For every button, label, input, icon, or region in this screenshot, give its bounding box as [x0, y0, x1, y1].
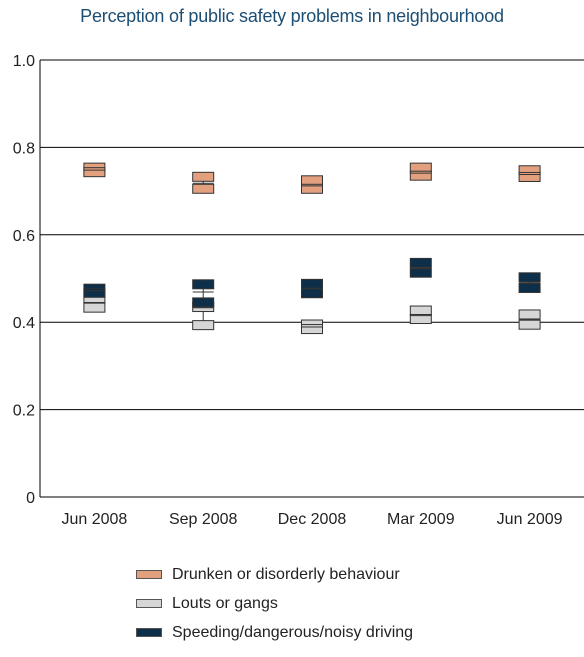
lower-cap	[518, 282, 541, 293]
interval-series-0-sep-2008	[192, 171, 215, 194]
interval-series-2-jun-2008	[83, 283, 106, 298]
interval-series-0-dec-2008	[301, 175, 323, 194]
interval-series-1-mar-2009	[409, 305, 432, 325]
interval-series-2-mar-2009	[409, 257, 432, 278]
upper-cap	[301, 278, 323, 289]
chart-title: Perception of public safety problems in …	[80, 6, 504, 26]
axes	[39, 60, 584, 498]
lower-cap	[83, 167, 106, 178]
lower-cap	[192, 297, 215, 308]
y-tick-label-0.2: 0.2	[13, 403, 35, 420]
legend-swatch	[136, 570, 162, 579]
x-tick-label-mar-2009: Mar 2009	[387, 511, 455, 528]
upper-cap	[301, 175, 323, 186]
x-tick-label-jun-2009: Jun 2009	[497, 511, 563, 528]
x-tick-labels: Jun 2008 Sep 2008 Dec 2008 Mar 2009 Jun 2009	[61, 511, 562, 528]
legend-item-1: Louts or gangs	[136, 589, 413, 618]
legend-label: Drunken or disorderly behaviour	[172, 565, 400, 583]
legend-item-2: Speeding/dangerous/noisy driving	[136, 618, 413, 647]
interval-series-1-dec-2008	[301, 319, 323, 335]
lower-cap	[518, 171, 541, 182]
lower-cap	[409, 267, 432, 278]
upper-cap	[518, 309, 541, 320]
lower-cap	[83, 287, 106, 298]
interval-series-2-sep-2008	[192, 279, 215, 308]
legend-swatch	[136, 628, 162, 637]
interval-series-2-jun-2009	[518, 272, 541, 293]
y-tick-label-0: 0	[26, 490, 35, 507]
data-marks	[83, 162, 541, 335]
lower-cap	[409, 314, 432, 325]
y-tick-label-0.6: 0.6	[13, 228, 35, 245]
y-tick-label-1.0: 1.0	[13, 53, 35, 70]
upper-cap	[518, 272, 541, 283]
interval-series-0-jun-2009	[518, 165, 541, 182]
lower-cap	[83, 302, 106, 313]
lower-cap	[192, 183, 215, 194]
x-tick-label-jun-2008: Jun 2008	[61, 511, 127, 528]
lower-cap	[301, 324, 323, 335]
legend-label: Speeding/dangerous/noisy driving	[172, 623, 414, 641]
lower-cap	[301, 183, 323, 194]
interval-series-2-dec-2008	[301, 278, 323, 299]
lower-cap	[301, 288, 323, 299]
x-tick-label-sep-2008: Sep 2008	[169, 511, 238, 528]
legend: Drunken or disorderly behaviour Louts or …	[136, 560, 413, 647]
upper-cap	[192, 279, 215, 290]
upper-cap	[409, 257, 432, 268]
gridlines	[40, 59, 584, 498]
interval-series-0-jun-2008	[83, 162, 106, 178]
legend-label: Louts or gangs	[172, 594, 278, 612]
lower-cap	[409, 170, 432, 181]
y-tick-labels: 0 0.2 0.4 0.6 0.8 1.0	[13, 53, 35, 507]
lower-cap	[518, 319, 541, 330]
y-tick-label-0.4: 0.4	[13, 315, 35, 332]
upper-cap	[409, 305, 432, 316]
x-tick-label-dec-2008: Dec 2008	[278, 511, 347, 528]
lower-cap	[192, 320, 215, 331]
upper-cap	[192, 171, 215, 182]
interval-series-1-jun-2009	[518, 309, 541, 330]
chart-plot: 0 0.2 0.4 0.6 0.8 1.0 Jun 2008 Sep 2008 Dec 200…	[13, 53, 584, 528]
legend-item-0: Drunken or disorderly behaviour	[136, 560, 413, 589]
interval-series-0-mar-2009	[409, 162, 432, 181]
y-tick-label-0.8: 0.8	[13, 140, 35, 157]
legend-swatch	[136, 599, 162, 608]
